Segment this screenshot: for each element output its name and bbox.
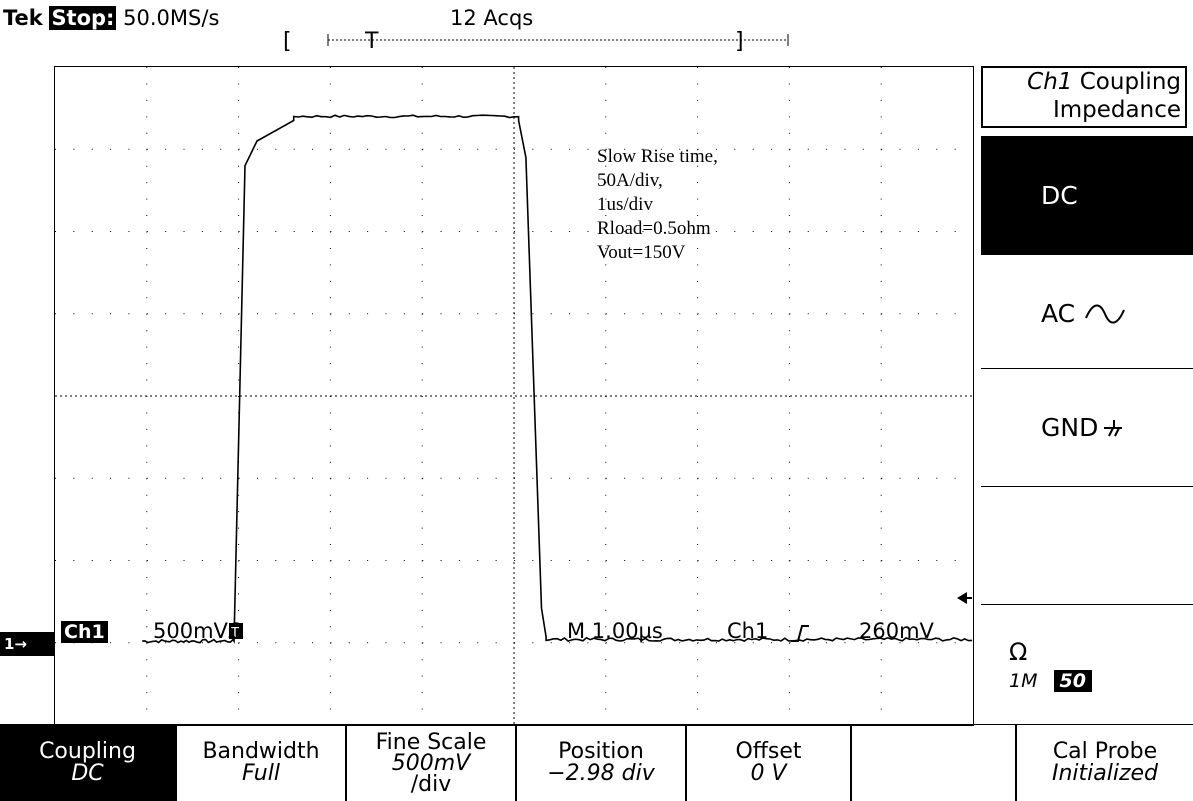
impedance-option-1m: 1M (1009, 669, 1038, 692)
annotation-line: 1us/div (597, 194, 653, 215)
side-menu-title: Ch1 Coupling Impedance (981, 66, 1187, 128)
bottom-button-label: Cal Probe (1052, 739, 1158, 764)
annotation-line: Rload=0.5ohm (597, 218, 711, 239)
side-menu: Ch1 Coupling Impedance DC AC GND Ω 1M 50 (981, 66, 1193, 724)
record-right-bracket: ] (735, 29, 744, 54)
trigger-position-marker: T (364, 29, 379, 54)
ch1-waveform (142, 114, 973, 645)
volts-per-div: 500mVΩ (153, 619, 244, 643)
ground-reference-marker: 1→ (0, 632, 54, 656)
ground-icon (1104, 419, 1123, 436)
channel-badge: Ch1 (61, 621, 108, 643)
side-button-gnd[interactable]: GND (981, 368, 1193, 486)
acquisition-count: 12 Acqs (450, 6, 534, 30)
side-button-label: GND (1041, 413, 1099, 442)
status-line: Tek Stop: 50.0MS/s (3, 6, 219, 32)
side-title-line1: Coupling (1079, 69, 1181, 95)
bottom-button-value: 0 V (750, 761, 787, 786)
bottom-button-label: Coupling (39, 739, 136, 764)
brand-label: Tek (3, 6, 43, 30)
bottom-button-bandwidth[interactable]: Bandwidth Full (175, 725, 345, 801)
acquisition-state: Stop: (49, 6, 117, 30)
trigger-point-icon: T (229, 623, 243, 641)
sample-rate: 50.0MS/s (123, 6, 220, 30)
bottom-button-coupling[interactable]: Coupling DC (0, 725, 175, 801)
bottom-button-blank[interactable] (850, 725, 1015, 801)
bottom-menu: Coupling DC Bandwidth Full Fine Scale 50… (0, 724, 1193, 801)
bottom-button-value: Initialized (1051, 761, 1159, 786)
trigger-level: 260mV (859, 619, 934, 643)
bottom-button-value-unit: /div (410, 771, 452, 797)
timebase-readout: M 1.00µs (567, 619, 663, 643)
bottom-button-value: Full (242, 761, 280, 786)
trigger-level-arrow-icon (957, 592, 972, 604)
record-left-bracket: [ (283, 29, 292, 54)
waveform-display: T Slow Rise time, 50A/div, 1us/div Rload… (55, 67, 973, 725)
bottom-button-label: Position (558, 739, 644, 764)
bottom-button-offset[interactable]: Offset 0 V (685, 725, 850, 801)
side-button-ac[interactable]: AC (981, 254, 1193, 372)
graticule[interactable]: T Slow Rise time, 50A/div, 1us/div Rload… (54, 66, 974, 726)
bottom-button-value: −2.98 div (547, 761, 655, 786)
side-button-label: DC (1041, 180, 1078, 210)
readout-line: Ch1 500mVΩ M 1.00µs Ch1 260mV (59, 619, 971, 649)
side-title-channel: Ch1 (1027, 69, 1073, 95)
annotation-text: Slow Rise time, 50A/div, 1us/div Rload=0… (597, 145, 817, 265)
bottom-button-value: 500mV (391, 750, 471, 776)
record-window-indicator: [ T ] (283, 26, 793, 56)
impedance-label: Ω (1009, 637, 1028, 666)
side-title-line2: Impedance (1052, 97, 1181, 123)
bottom-button-label: Fine Scale (375, 729, 487, 755)
impedance-option-50: 50 (1053, 669, 1092, 692)
bottom-button-label: Bandwidth (202, 739, 320, 764)
bottom-button-value: DC (71, 761, 104, 786)
grid-lines (55, 67, 973, 725)
record-window-bar: [ T ] (283, 29, 789, 54)
trigger-source: Ch1 (727, 619, 769, 643)
bottom-button-fine-scale[interactable]: Fine Scale 500mV /div (345, 725, 515, 801)
bottom-button-position[interactable]: Position −2.98 div (515, 725, 685, 801)
side-button-impedance[interactable]: Ω 1M 50 (981, 604, 1193, 724)
annotation-line: Vout=150V (597, 242, 686, 263)
side-button-blank[interactable] (981, 486, 1193, 604)
rising-edge-icon (791, 625, 809, 642)
bottom-button-cal-probe[interactable]: Cal Probe Initialized (1015, 725, 1193, 801)
annotation-line: 50A/div, (597, 170, 663, 191)
annotation-line: Slow Rise time, (597, 146, 718, 167)
svg-text:T: T (230, 626, 239, 641)
side-button-dc[interactable]: DC (981, 136, 1193, 254)
ac-wave-icon (1085, 304, 1126, 323)
bottom-button-label: Offset (735, 739, 802, 764)
side-button-label: AC (1041, 299, 1076, 328)
